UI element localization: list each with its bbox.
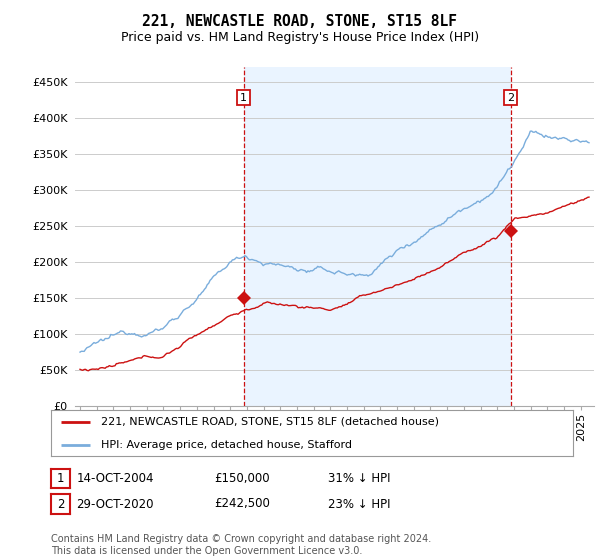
Text: 1: 1: [57, 472, 64, 486]
Text: 221, NEWCASTLE ROAD, STONE, ST15 8LF (detached house): 221, NEWCASTLE ROAD, STONE, ST15 8LF (de…: [101, 417, 439, 427]
Text: £242,500: £242,500: [214, 497, 270, 511]
Text: £150,000: £150,000: [214, 472, 270, 486]
Text: 14-OCT-2004: 14-OCT-2004: [76, 472, 154, 486]
Text: Contains HM Land Registry data © Crown copyright and database right 2024.
This d: Contains HM Land Registry data © Crown c…: [51, 534, 431, 556]
Bar: [244, 67, 511, 406]
Text: 29-OCT-2020: 29-OCT-2020: [76, 497, 154, 511]
Text: 1: 1: [240, 93, 247, 102]
Text: Price paid vs. HM Land Registry's House Price Index (HPI): Price paid vs. HM Land Registry's House …: [121, 31, 479, 44]
Text: 2: 2: [57, 497, 64, 511]
Text: 31% ↓ HPI: 31% ↓ HPI: [328, 472, 391, 486]
Text: HPI: Average price, detached house, Stafford: HPI: Average price, detached house, Staf…: [101, 440, 352, 450]
Text: 23% ↓ HPI: 23% ↓ HPI: [328, 497, 391, 511]
Text: 221, NEWCASTLE ROAD, STONE, ST15 8LF: 221, NEWCASTLE ROAD, STONE, ST15 8LF: [143, 14, 458, 29]
Text: 2: 2: [507, 93, 514, 102]
